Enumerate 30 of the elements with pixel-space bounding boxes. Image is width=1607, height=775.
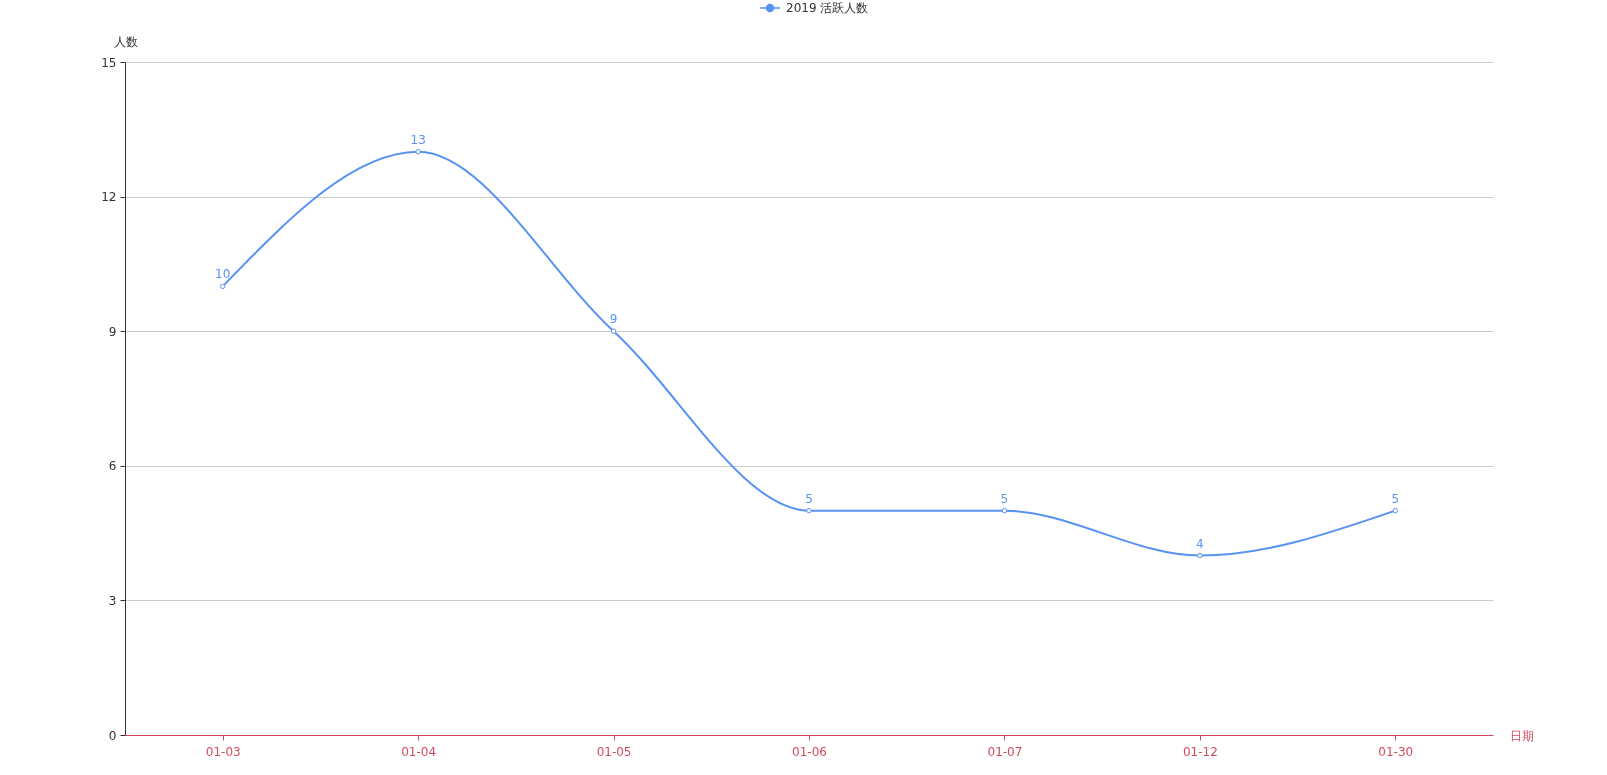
x-tick-label: 01-03 [205, 744, 241, 759]
x-tick-label: 01-12 [1182, 744, 1218, 759]
x-axis-title: 日期 [1509, 728, 1534, 743]
point [806, 507, 812, 514]
x-tick-label: 01-04 [401, 744, 437, 759]
x-tick-label: 01-07 [987, 744, 1023, 759]
point [1392, 507, 1399, 514]
legend-label: 2019 活跃人数 [786, 1, 869, 15]
y-tick-label: 9 [108, 324, 117, 339]
data-label: 13 [410, 132, 426, 147]
data-label: 5 [1391, 491, 1400, 506]
x-tick-label: 01-05 [596, 744, 632, 759]
y-tick-label: 6 [108, 459, 117, 474]
data-label: 10 [215, 267, 231, 282]
x-tick-label: 01-06 [792, 744, 827, 759]
point [415, 149, 421, 155]
y-axis-title: 人数 [113, 34, 138, 49]
point [1197, 552, 1203, 559]
point [219, 283, 226, 290]
data-label: 9 [609, 312, 618, 327]
y-tick-label: 12 [101, 190, 117, 205]
point [610, 328, 617, 334]
y-tick-label: 0 [108, 728, 117, 743]
y-tick-label: 3 [108, 593, 117, 608]
y-tick-label: 15 [101, 55, 117, 70]
data-label: 5 [1000, 491, 1009, 506]
data-label: 5 [805, 491, 813, 506]
x-tick-label: 01-30 [1378, 744, 1414, 759]
data-label: 4 [1196, 536, 1204, 551]
point [1001, 507, 1008, 514]
